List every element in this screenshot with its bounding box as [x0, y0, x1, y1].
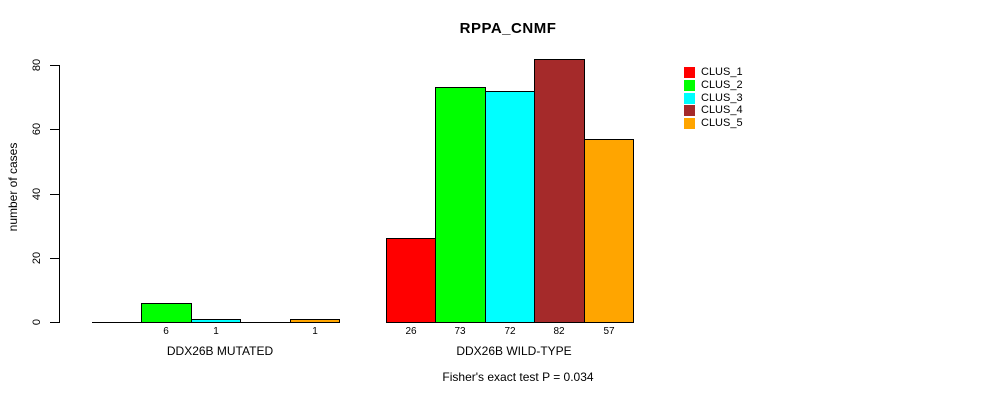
legend-swatch-clus_2: [684, 80, 695, 91]
group-label-mutated: DDX26B MUTATED: [166, 344, 274, 358]
bar-value-label: 26: [405, 326, 417, 337]
bar-clus_1-wildtype: [386, 238, 436, 323]
y-tick-label: 80: [31, 58, 43, 72]
y-tick-mark: [50, 258, 59, 259]
bar-clus_3-wildtype: [485, 91, 535, 323]
legend-swatch-clus_5: [684, 118, 695, 129]
y-tick-mark: [50, 129, 59, 130]
bar-value-label: 6: [163, 326, 169, 337]
fisher-test-annotation: Fisher's exact test P = 0.034: [442, 370, 594, 384]
bar-clus_3-mutated: [191, 319, 241, 323]
bar-value-label: 1: [312, 326, 318, 337]
legend-item-clus_1: CLUS_1: [684, 66, 743, 79]
y-axis-line: [59, 65, 60, 323]
bar-value-label: 73: [454, 326, 466, 337]
legend-item-clus_2: CLUS_2: [684, 79, 743, 92]
bar-clus_4-mutated-zero: [240, 322, 291, 323]
bar-value-label: 82: [553, 326, 565, 337]
y-tick-label: 40: [31, 187, 43, 201]
bar-value-label: 57: [603, 326, 615, 337]
legend-label: CLUS_1: [701, 66, 743, 78]
legend-label: CLUS_4: [701, 104, 743, 116]
bar-clus_2-mutated: [141, 303, 192, 323]
legend-swatch-clus_1: [684, 67, 695, 78]
group-label-wildtype: DDX26B WILD-TYPE: [456, 344, 572, 358]
legend-label: CLUS_2: [701, 79, 743, 91]
chart-title: RPPA_CNMF: [459, 20, 557, 37]
bar-clus_2-wildtype: [435, 87, 486, 323]
legend-swatch-clus_3: [684, 93, 695, 104]
legend-swatch-clus_4: [684, 105, 695, 116]
y-tick-label: 60: [31, 122, 43, 136]
bar-value-label: 72: [504, 326, 516, 337]
legend-item-clus_4: CLUS_4: [684, 104, 743, 117]
bar-clus_1-mutated-zero: [92, 322, 142, 323]
y-tick-label: 20: [31, 251, 43, 265]
legend-item-clus_5: CLUS_5: [684, 117, 743, 130]
bar-clus_4-wildtype: [534, 59, 585, 323]
bar-clus_5-wildtype: [584, 139, 634, 323]
y-tick-mark: [50, 65, 59, 66]
y-tick-label: 0: [31, 318, 43, 326]
legend-label: CLUS_5: [701, 117, 743, 129]
bar-value-label: 1: [213, 326, 219, 337]
y-tick-mark: [50, 322, 59, 323]
y-axis-label: number of cases: [6, 142, 20, 232]
y-tick-mark: [50, 194, 59, 195]
legend-label: CLUS_3: [701, 92, 743, 104]
legend-item-clus_3: CLUS_3: [684, 92, 743, 105]
bar-clus_5-mutated: [290, 319, 340, 323]
